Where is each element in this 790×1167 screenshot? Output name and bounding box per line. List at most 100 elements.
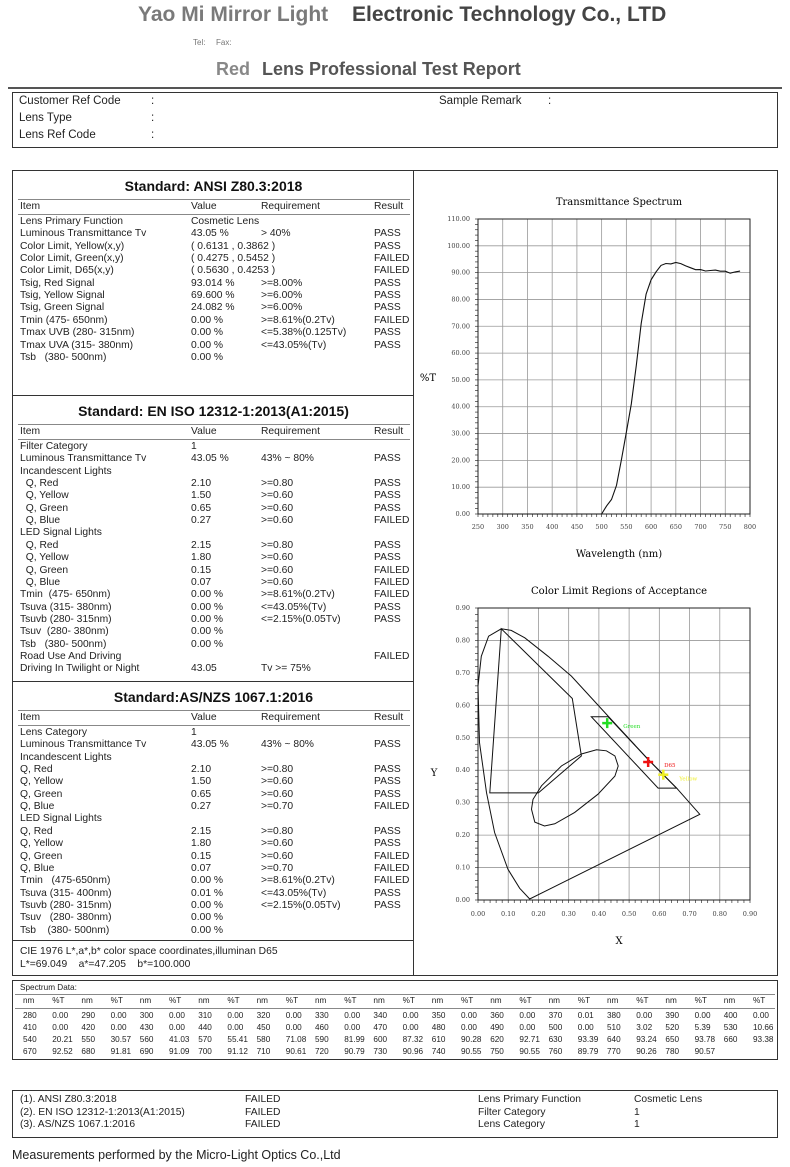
- transmittance-cell: 0.00: [227, 1011, 244, 1020]
- x-tick-label: 450: [571, 523, 583, 531]
- table-row: Tsb (380- 500nm) 0.00 %: [13, 352, 414, 364]
- table-row: Lens Primary Function Cosmetic Lens: [13, 216, 414, 228]
- value-cell: 2.15: [191, 825, 212, 837]
- wavelength-cell: 730: [373, 1047, 388, 1056]
- value-cell: ( 0.6131 , 0.3862 ): [191, 240, 276, 252]
- x-tick-label: 350: [521, 523, 533, 531]
- item-cell: Tmax UVA (315- 380nm): [20, 339, 134, 351]
- wavelength-cell: 750: [490, 1047, 504, 1056]
- spectrum-column-header: nm: [723, 996, 736, 1005]
- table-row: Tmin (475- 650nm) 0.00 % >=8.61%(0.2Tv) FAI…: [13, 589, 414, 601]
- value-cell: ( 0.5630 , 0.4253 ): [191, 265, 276, 277]
- requirement-cell: <=43.05%(Tv): [261, 887, 327, 899]
- requirement-cell: <=5.38%(0.125Tv): [261, 327, 347, 339]
- result-cell: FAILED: [374, 875, 410, 887]
- summary-property: Lens Primary Function: [478, 1094, 582, 1105]
- table-row: Q, Blue 0.07 >=0.70 FAILED: [13, 863, 414, 875]
- wavelength-cell: 410: [23, 1023, 37, 1032]
- spectrum-column-header: nm: [373, 996, 385, 1005]
- value-cell: 0.00 %: [191, 924, 224, 936]
- wavelength-cell: 600: [373, 1035, 388, 1044]
- spectrum-column-header: nm: [256, 996, 268, 1005]
- item-cell: Q, Blue: [20, 862, 55, 874]
- table-row: Tsig, Red Signal 93.014 % >=8.00% PASS: [13, 278, 414, 290]
- transmittance-cell: 90.96: [402, 1047, 424, 1056]
- value-cell: Cosmetic Lens: [191, 216, 260, 227]
- column-header: Value: [191, 201, 217, 212]
- value-cell: 0.00 %: [191, 314, 224, 326]
- value-cell: 1.50: [191, 490, 212, 502]
- chart-title: Color Limit Regions of Acceptance: [531, 586, 707, 597]
- column-header: Requirement: [261, 712, 320, 723]
- value-cell: 0.15: [191, 564, 212, 576]
- item-cell: Q, Green: [20, 564, 69, 576]
- report-title: Lens Professional Test Report: [262, 59, 521, 79]
- transmittance-cell: 20.21: [52, 1035, 73, 1044]
- spectrum-column-header: %T: [227, 996, 240, 1005]
- spectrum-column-header: nm: [607, 996, 619, 1005]
- results-box: Standard: ANSI Z80.3:2018 Item Value Requir…: [12, 170, 778, 976]
- requirement-cell: >=0.60: [261, 788, 294, 800]
- wavelength-cell: 370: [548, 1011, 563, 1020]
- result-cell: FAILED: [374, 314, 410, 326]
- color-limit-chart: Color Limit Regions of Acceptance 0.00 0.1…: [430, 586, 758, 947]
- value-cell: 2.10: [191, 764, 212, 776]
- table-row: LED Signal Lights: [13, 813, 414, 825]
- table-row: Tsig, Yellow Signal 69.600 % >=6.00% PASS: [13, 290, 414, 302]
- header-divider: [8, 87, 782, 89]
- table-row: Tsb (380- 500nm) 0.00 %: [13, 925, 414, 937]
- result-cell: PASS: [374, 764, 401, 776]
- table-rule: [15, 1008, 775, 1009]
- table-row: Driving In Twilight or Night 43.05 Tv >= 7…: [13, 663, 414, 675]
- header-rule: [18, 214, 410, 215]
- x-tick-label: 650: [670, 523, 682, 531]
- cie-lab-caption: CIE 1976 L*,a*,b* color space coordinate…: [20, 946, 278, 957]
- value-cell: 43.05: [191, 663, 217, 675]
- transmittance-cell: 90.57: [694, 1047, 716, 1056]
- item-cell: Driving In Twilight or Night: [20, 663, 140, 675]
- table-row: Tmin (475- 650nm) 0.00 % >=8.61%(0.2Tv) FAI…: [13, 315, 414, 327]
- value-cell: 43.05 %: [191, 228, 229, 240]
- summary-standard: (1). ANSI Z80.3:2018: [20, 1094, 117, 1105]
- requirement-cell: >=0.70: [261, 862, 294, 874]
- summary-value: 1: [634, 1119, 640, 1130]
- transmittance-cell: 0.00: [344, 1023, 361, 1032]
- requirement-cell: Tv >= 75%: [261, 663, 311, 675]
- item-cell: Q, Green: [20, 788, 63, 800]
- value-cell: 69.600 %: [191, 290, 235, 302]
- item-cell: Tmin (475- 650nm): [20, 589, 111, 601]
- lens-ref-colon: :: [151, 129, 155, 141]
- cie-lab-values: L*=69.049 a*=47.205 b*=100.000: [20, 959, 191, 970]
- x-tick-label: 0.10: [501, 910, 515, 918]
- value-cell: 1.50: [191, 776, 212, 788]
- requirement-cell: >=0.60: [261, 576, 294, 588]
- transmittance-cell: 0.00: [52, 1011, 69, 1020]
- transmittance-cell: 87.32: [402, 1035, 424, 1044]
- wavelength-cell: 610: [431, 1035, 446, 1044]
- wavelength-cell: 510: [607, 1023, 621, 1032]
- y-tick-label: 0.40: [456, 766, 470, 774]
- wavelength-cell: 490: [490, 1023, 504, 1032]
- value-cell: 0.65: [191, 502, 212, 514]
- wavelength-cell: 540: [23, 1035, 37, 1044]
- table-row: Color Limit, D65(x,y) ( 0.5630 , 0.4253 )…: [13, 265, 414, 277]
- requirement-cell: <=43.05%(Tv): [261, 339, 327, 351]
- item-cell: Tsuvb (280- 315nm): [20, 899, 112, 911]
- item-cell: Tmin (475-650nm): [20, 875, 111, 887]
- wavelength-cell: 570: [198, 1035, 212, 1044]
- wavelength-cell: 620: [490, 1035, 504, 1044]
- transmittance-cell: 91.12: [227, 1047, 248, 1056]
- report-lens-color: Red: [216, 59, 251, 79]
- y-tick-label: 30.00: [451, 430, 470, 438]
- requirement-cell: >=0.60: [261, 776, 294, 788]
- table-row: Incandescent Lights: [13, 466, 414, 478]
- chromaticity-marker-yellow: Yellow: [658, 769, 698, 783]
- item-cell: Q, Red: [20, 825, 53, 837]
- y-axis-label: Y: [430, 768, 438, 779]
- wavelength-cell: 440: [198, 1023, 212, 1032]
- column-header: Value: [191, 712, 217, 723]
- column-header: Result: [374, 712, 404, 723]
- transmittance-curve: [492, 261, 741, 515]
- result-cell: PASS: [374, 899, 401, 911]
- wavelength-cell: 630: [548, 1035, 563, 1044]
